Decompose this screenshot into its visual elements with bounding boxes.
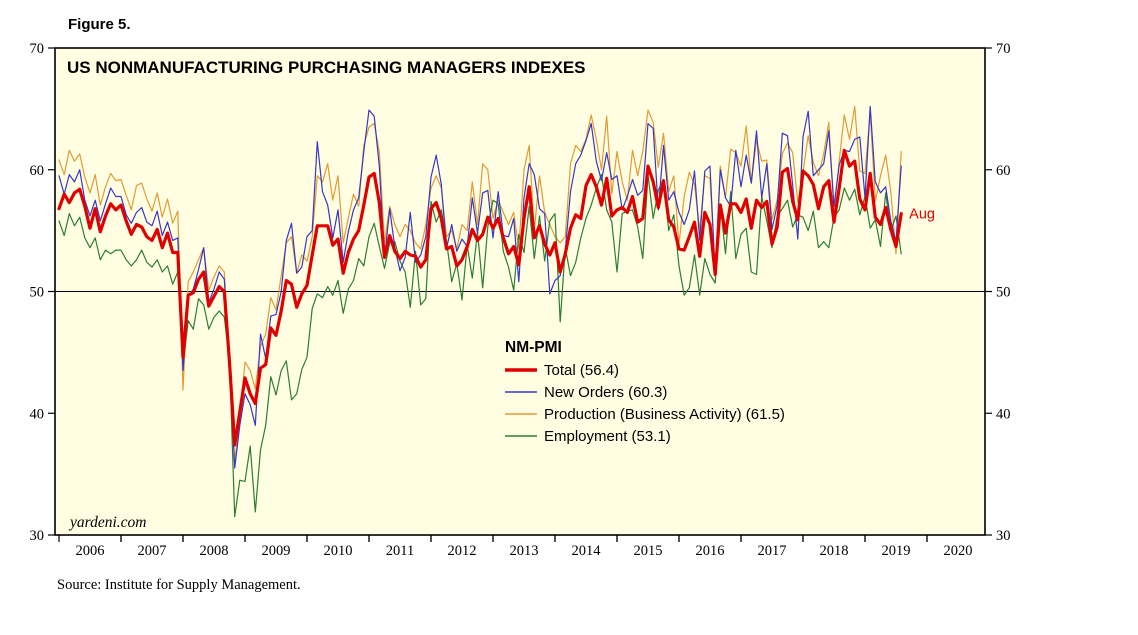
x-tick-label: 2016 bbox=[696, 543, 725, 559]
legend-label-new-orders: New Orders (60.3) bbox=[544, 384, 667, 401]
figure-label: Figure 5. bbox=[68, 16, 131, 33]
legend-label-production: Production (Business Activity) (61.5) bbox=[544, 406, 785, 423]
x-tick-label: 2011 bbox=[386, 543, 414, 559]
last-point-label: Aug bbox=[909, 207, 935, 223]
x-tick-label: 2010 bbox=[324, 543, 353, 559]
series-line-employment bbox=[58, 174, 902, 518]
x-tick-label: 2018 bbox=[820, 543, 849, 559]
legend-label-employment: Employment (53.1) bbox=[544, 428, 671, 445]
y-tick-label-right: 30 bbox=[996, 528, 1011, 544]
x-tick-label: 2009 bbox=[262, 543, 291, 559]
series-line-new-orders bbox=[58, 105, 902, 469]
x-tick-label: 2019 bbox=[882, 543, 911, 559]
x-tick-label: 2017 bbox=[758, 543, 787, 559]
y-tick-label-left: 30 bbox=[30, 528, 45, 544]
y-tick-label-right: 50 bbox=[996, 285, 1011, 301]
x-tick-label: 2008 bbox=[200, 543, 229, 559]
y-tick-label-right: 60 bbox=[996, 163, 1011, 179]
x-tick-label: 2013 bbox=[510, 543, 539, 559]
x-tick-label: 2012 bbox=[448, 543, 477, 559]
x-tick-label: 2007 bbox=[138, 543, 167, 559]
legend-label-total: Total (56.4) bbox=[544, 362, 619, 379]
y-tick-label-right: 70 bbox=[996, 41, 1011, 57]
chart-title: US NONMANUFACTURING PURCHASING MANAGERS … bbox=[67, 58, 586, 77]
x-tick-label: 2014 bbox=[572, 543, 602, 559]
legend-title: NM-PMI bbox=[505, 339, 562, 356]
y-tick-label-left: 50 bbox=[30, 285, 45, 301]
y-tick-label-left: 40 bbox=[30, 406, 45, 422]
x-tick-label: 2015 bbox=[634, 543, 663, 559]
series-line-production bbox=[58, 105, 902, 463]
y-tick-label-right: 40 bbox=[996, 406, 1011, 422]
source-note: Source: Institute for Supply Management. bbox=[57, 577, 301, 593]
y-tick-label-left: 60 bbox=[30, 163, 45, 179]
y-tick-label-left: 70 bbox=[30, 41, 45, 57]
x-tick-label: 2020 bbox=[944, 543, 973, 559]
x-tick-label: 2006 bbox=[76, 543, 105, 559]
watermark: yardeni.com bbox=[68, 514, 146, 531]
series-line-total bbox=[57, 148, 903, 447]
